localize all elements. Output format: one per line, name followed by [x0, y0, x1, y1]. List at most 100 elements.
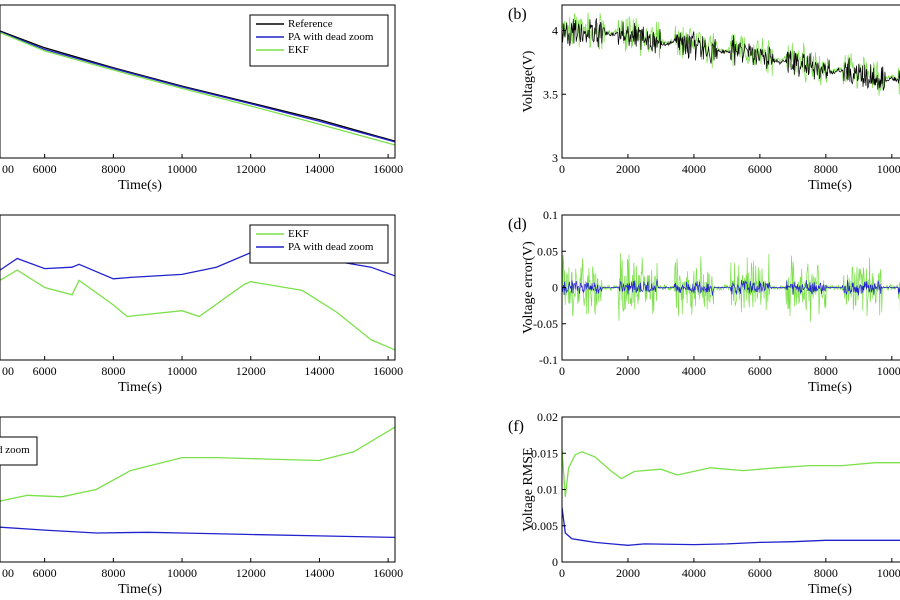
y-tick-label: 0 [552, 281, 558, 295]
x-tick-label: 0 [559, 566, 565, 580]
axes-box [561, 4, 900, 159]
x-tick-label: 6000 [748, 566, 772, 580]
legend-entry: d zoom [0, 444, 30, 456]
x-tick-label: 0 [559, 364, 565, 378]
y-tick-label: 0.015 [531, 446, 558, 460]
panel-e: 6000 8000 10000 12000 14000 16000 00 Time(s) d z… [0, 416, 403, 597]
legend-box [249, 224, 389, 264]
x-tick-label: 16000 [373, 364, 403, 378]
x-tick-label: 6000 [748, 364, 772, 378]
series-group [562, 449, 900, 546]
x-tick-label: 0 [559, 162, 565, 176]
x-axis-label: Time(s) [118, 380, 162, 395]
axes-box [0, 214, 396, 361]
series-line-c-0 [0, 269, 395, 351]
x-tick-label: 12000 [236, 566, 266, 580]
x-axis-label: Time(s) [808, 380, 852, 395]
legend-box [0, 436, 38, 466]
legend-entry: EKF [288, 228, 309, 240]
y-tick-label: 0.1 [543, 208, 558, 222]
x-tick-label: 6000 [748, 162, 772, 176]
y-tick-label: -0.05 [533, 317, 558, 331]
x-tick-label: 10000 [877, 566, 900, 580]
panel-label: (b) [508, 6, 527, 23]
x-tick-label: 4000 [682, 162, 706, 176]
x-tick-label: 6000 [33, 566, 57, 580]
series-line-a-0 [0, 30, 395, 142]
panel-f: 0 2000 4000 6000 8000 10000 0 0.005 0.01 0.015 0.0… [508, 410, 900, 597]
legend-entry: PA with dead zoom [288, 31, 374, 43]
legend-entry: Reference [288, 18, 333, 30]
axes-box [0, 416, 396, 563]
x-tick-label: 8000 [101, 566, 125, 580]
x-tick-label: 8000 [101, 364, 125, 378]
x-tick-label: 8000 [814, 162, 838, 176]
y-tick-label: 3 [552, 151, 558, 165]
x-tick-label: 2000 [616, 162, 640, 176]
x-tick-label: 8000 [101, 162, 125, 176]
legend-entry: PA with dead zoom [288, 241, 374, 253]
series-group [0, 250, 395, 351]
x-axis-label: Time(s) [118, 178, 162, 193]
x-axis-label: Time(s) [808, 582, 852, 597]
panel-label: (f) [508, 418, 524, 435]
series-line-f-0 [562, 449, 900, 497]
x-tick-label: 2000 [616, 364, 640, 378]
x-tick-label: 6000 [33, 162, 57, 176]
x-tick-label: 10000 [877, 162, 900, 176]
series-line-e-1 [0, 526, 395, 539]
x-tick-label: 14000 [304, 162, 334, 176]
x-tick-label: 4000 [682, 566, 706, 580]
series-line-d-0 [562, 253, 900, 322]
panel-d: 0 2000 4000 6000 8000 10000 -0.1 -0.05 0 0.05 0.1 T… [508, 208, 900, 395]
x-tick-label: 12000 [236, 162, 266, 176]
x-tick-label: 10000 [167, 566, 197, 580]
panel-a: 6000 8000 10000 12000 14000 16000 00 Time(s) Ref… [0, 4, 403, 193]
series-line-d-1 [562, 279, 900, 296]
x-tick-label: 00 [2, 566, 14, 580]
series-group [562, 12, 900, 96]
series-line-a-1 [0, 31, 395, 143]
y-tick-label: 0.05 [537, 244, 558, 258]
panel-b: 0 2000 4000 6000 8000 10000 3 3.5 4 Time(s) Voltag… [508, 4, 900, 193]
panel-label: (d) [508, 216, 527, 233]
y-tick-label: -0.1 [539, 353, 558, 367]
y-tick-label: 0.005 [531, 519, 558, 533]
x-tick-label: 14000 [304, 364, 334, 378]
x-tick-label: 10000 [877, 364, 900, 378]
axes-box [0, 4, 396, 159]
series-group [562, 253, 900, 322]
x-tick-label: 6000 [33, 364, 57, 378]
x-tick-label: 8000 [814, 364, 838, 378]
x-tick-label: 2000 [616, 566, 640, 580]
x-tick-label: 10000 [167, 162, 197, 176]
x-tick-label: 16000 [373, 566, 403, 580]
x-tick-label: 16000 [373, 162, 403, 176]
x-tick-label: 12000 [236, 364, 266, 378]
y-tick-label: 0.01 [537, 483, 558, 497]
y-axis-label: Voltage error(V) [521, 241, 536, 334]
x-axis-label: Time(s) [118, 582, 162, 597]
y-tick-label: 4 [552, 24, 558, 38]
y-tick-label: 0 [552, 555, 558, 569]
x-axis-label: Time(s) [808, 178, 852, 193]
x-tick-label: 14000 [304, 566, 334, 580]
series-line-f-1 [562, 507, 900, 546]
y-tick-label: 3.5 [543, 87, 558, 101]
x-tick-label: 00 [2, 162, 14, 176]
x-tick-label: 10000 [167, 364, 197, 378]
series-line-e-0 [0, 426, 395, 502]
series-line-a-2 [0, 31, 395, 146]
legend-entry: EKF [288, 44, 309, 56]
x-tick-label: 00 [2, 364, 14, 378]
x-tick-label: 8000 [814, 566, 838, 580]
y-tick-label: 0.02 [537, 410, 558, 424]
x-tick-label: 4000 [682, 364, 706, 378]
panel-c: 6000 8000 10000 12000 14000 16000 00 Time(s) EKF… [0, 214, 403, 395]
series-group [0, 30, 395, 146]
series-group [0, 426, 395, 539]
series-line-b-1 [562, 18, 900, 91]
y-axis-label: Voltage RMSE [521, 447, 536, 531]
y-axis-label: Voltage(V) [521, 50, 536, 112]
